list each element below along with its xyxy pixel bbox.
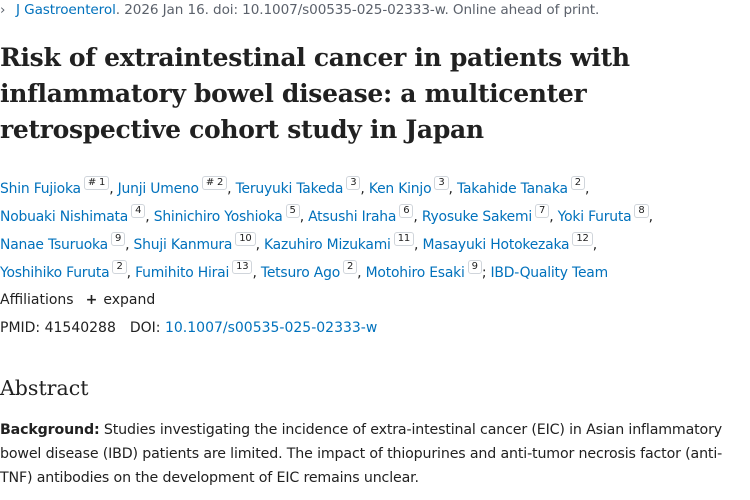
- author-link[interactable]: Yoki Furuta: [557, 209, 632, 225]
- author-link[interactable]: Masayuki Hotokezaka: [422, 237, 570, 253]
- author-link[interactable]: Atsushi Iraha: [308, 209, 397, 225]
- doi-label: DOI:: [129, 320, 161, 336]
- author-link[interactable]: Tetsuro Ago: [260, 265, 340, 281]
- expand-label[interactable]: expand: [103, 292, 156, 308]
- affiliation-marker[interactable]: 10: [235, 232, 256, 246]
- affiliation-marker[interactable]: # 2: [201, 176, 228, 190]
- author-link[interactable]: Ken Kinjo: [368, 181, 432, 197]
- author-link[interactable]: Junji Umeno: [117, 181, 199, 197]
- author-list: Shin Fujioka # 1, Junji Umeno # 2, Teruyuk…: [0, 176, 653, 281]
- author-link[interactable]: Shinichiro Yoshioka: [153, 209, 283, 225]
- affiliation-marker[interactable]: 11: [393, 232, 415, 246]
- affiliation-marker[interactable]: 13: [232, 260, 253, 274]
- citation-line: › J Gastroenterol. 2026 Jan 16. doi: 10.1…: [0, 2, 599, 18]
- affiliation-marker[interactable]: # 1: [83, 176, 110, 190]
- author-link[interactable]: Fumihito Hirai: [135, 265, 230, 281]
- affiliation-marker[interactable]: 3: [346, 176, 361, 190]
- affiliation-marker[interactable]: 5: [285, 204, 300, 218]
- pmid-value: 41540288: [44, 320, 116, 336]
- affiliation-marker[interactable]: 2: [570, 176, 585, 190]
- affiliation-marker[interactable]: 2: [112, 260, 127, 274]
- author-group-link[interactable]: IBD-Quality Team: [490, 265, 609, 281]
- affiliation-marker[interactable]: 3: [434, 176, 449, 190]
- article-title: Risk of extraintestinal cancer in patien…: [0, 43, 630, 144]
- pmid-label: PMID:: [0, 320, 41, 336]
- affiliation-marker[interactable]: 8: [634, 204, 649, 218]
- abstract-background: Background: Studies investigating the in…: [0, 418, 750, 490]
- author-link[interactable]: Ryosuke Sakemi: [421, 209, 533, 225]
- affiliation-marker[interactable]: 4: [131, 204, 146, 218]
- author-link[interactable]: Kazuhiro Mizukami: [264, 237, 391, 253]
- affiliation-marker[interactable]: 7: [535, 204, 550, 218]
- background-text: Studies investigating the incidence of e…: [0, 422, 723, 486]
- doi-link[interactable]: 10.1007/s00535-025-02333-w: [164, 320, 378, 336]
- plus-icon: +: [85, 292, 98, 308]
- affiliation-marker[interactable]: 12: [572, 232, 593, 246]
- author-link[interactable]: Yoshihiko Furuta: [0, 265, 110, 281]
- affiliations-label: Affiliations: [0, 292, 74, 308]
- chevron-right-icon[interactable]: ›: [0, 2, 6, 18]
- identifiers-line: PMID: 41540288 DOI: 10.1007/s00535-025-02…: [0, 320, 377, 336]
- affiliation-marker[interactable]: 6: [399, 204, 414, 218]
- journal-link[interactable]: J Gastroenterol: [16, 2, 116, 18]
- author-link[interactable]: Nobuaki Nishimata: [0, 209, 129, 225]
- affiliation-marker[interactable]: 9: [110, 232, 126, 246]
- affiliation-marker[interactable]: 9: [467, 260, 482, 274]
- author-link[interactable]: Shin Fujioka: [0, 181, 81, 197]
- affiliation-marker[interactable]: 2: [343, 260, 358, 274]
- author-link[interactable]: Takahide Tanaka: [456, 181, 568, 197]
- author-link[interactable]: Nanae Tsuruoka: [0, 237, 108, 253]
- author-link[interactable]: Shuji Kanmura: [133, 237, 233, 253]
- author-link[interactable]: Motohiro Esaki: [365, 265, 465, 281]
- background-label: Background:: [0, 422, 100, 438]
- affiliations-toggle[interactable]: Affiliations + expand: [0, 292, 155, 308]
- citation-details: . 2026 Jan 16. doi: 10.1007/s00535-025-0…: [115, 2, 600, 18]
- abstract-heading: Abstract: [0, 376, 89, 400]
- author-link[interactable]: Teruyuki Takeda: [235, 181, 344, 197]
